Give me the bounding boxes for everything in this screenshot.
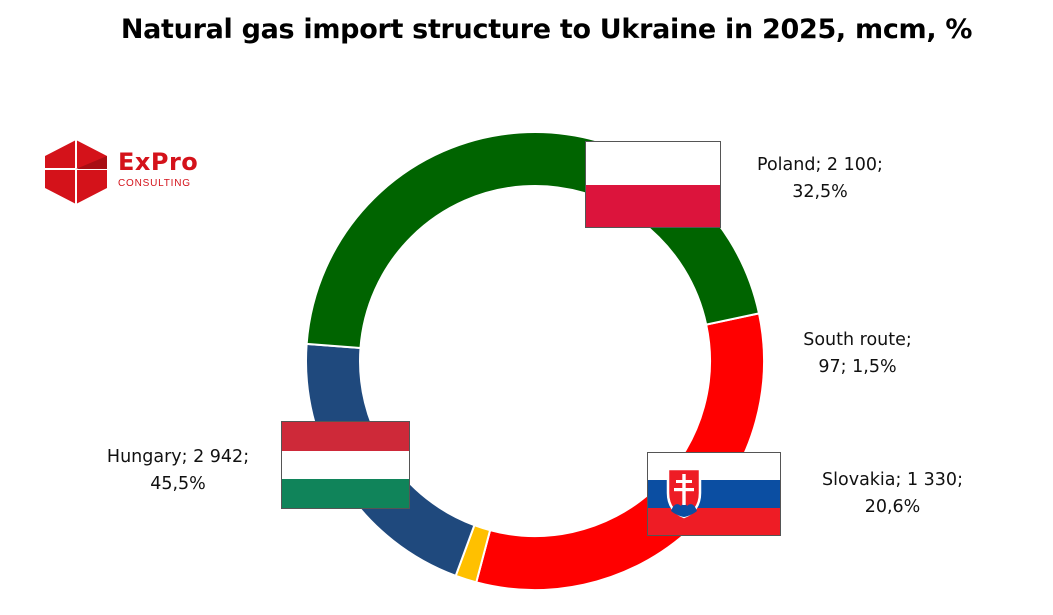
data-label-hungary: Hungary; 2 942; 45,5% (88, 444, 268, 498)
data-label-slovakia: Slovakia; 1 330; 20,6% (800, 467, 985, 521)
poland-flag (585, 141, 721, 228)
logo-tagline: CONSULTING (118, 178, 191, 189)
logo-brand: ExPro (118, 148, 199, 176)
data-label-hungary-line1: Hungary; 2 942; (106, 447, 250, 467)
data-label-poland: Poland; 2 100; 32,5% (730, 152, 910, 206)
data-label-south-route-line1: South route; (803, 330, 912, 350)
hungary-flag (281, 421, 410, 509)
data-label-south-route-line2: 97; 1,5% (818, 357, 897, 377)
data-label-south-route: South route; 97; 1,5% (775, 327, 940, 381)
data-label-slovakia-line2: 20,6% (864, 497, 921, 517)
expro-logo-icon (45, 140, 107, 204)
data-label-slovakia-line1: Slovakia; 1 330; (822, 470, 963, 490)
data-label-poland-line1: Poland; 2 100; (757, 155, 883, 175)
slovakia-flag (647, 452, 781, 536)
slovakia-coat-of-arms-icon (666, 467, 702, 519)
data-label-hungary-line2: 45,5% (150, 474, 206, 494)
chart-title: Natural gas import structure to Ukraine … (120, 14, 973, 45)
expro-logo: ExPro CONSULTING (44, 139, 234, 205)
data-label-poland-line2: 32,5% (792, 182, 848, 202)
